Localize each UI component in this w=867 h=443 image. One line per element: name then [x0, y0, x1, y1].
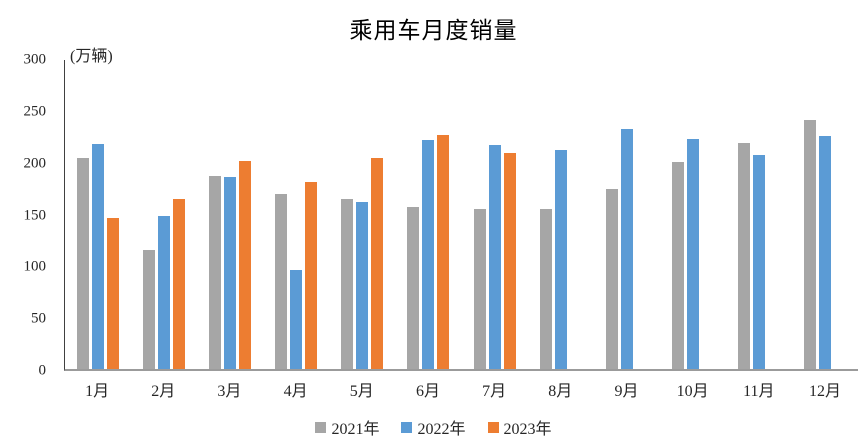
- bar-2022年-6月: [422, 140, 435, 369]
- bar-2022年-5月: [356, 201, 369, 369]
- y-axis-tick-label: 50: [31, 310, 46, 327]
- bar-group: [65, 60, 131, 369]
- bar-2023年-7月: [503, 152, 516, 369]
- bar-2021年-2月: [143, 250, 156, 369]
- bar-2022年-2月: [158, 215, 171, 369]
- bar-2022年-10月: [686, 139, 699, 369]
- bar-group: [726, 60, 792, 369]
- bar-group: [528, 60, 594, 369]
- bar-2022年-12月: [818, 135, 831, 369]
- bar-2021年-1月: [77, 158, 90, 369]
- x-axis-tick-label: 6月: [415, 383, 440, 400]
- bar-2022年-9月: [620, 128, 633, 369]
- legend-label: 2021年: [331, 421, 380, 438]
- bar-2021年-9月: [605, 188, 618, 369]
- x-axis-tick-label: 10月: [676, 383, 709, 400]
- bar-2022年-3月: [224, 177, 237, 369]
- bar-group: [263, 60, 329, 369]
- bar-group: [329, 60, 395, 369]
- bar-2023年-4月: [305, 182, 318, 369]
- x-axis: 1月 2月 3月 4月 5月 6月 7月 8月 9月 10月 11月 12月: [64, 377, 858, 401]
- legend-item-2021年: 2021年: [315, 415, 379, 439]
- legend-label: 2022年: [417, 421, 466, 438]
- legend-swatch-icon: [315, 421, 327, 433]
- x-axis-tick-label: 9月: [614, 383, 639, 400]
- bar-2021年-6月: [407, 207, 420, 369]
- y-axis-tick-label: 300: [23, 51, 47, 68]
- bar-group: [197, 60, 263, 369]
- bar-2022年-11月: [752, 155, 765, 369]
- y-axis-unit-label: (万辆): [70, 48, 113, 65]
- x-axis-tick-label: 8月: [548, 383, 573, 400]
- bar-group: [395, 60, 461, 369]
- y-axis: 0 50 100 150 200 250 300: [0, 0, 48, 443]
- x-axis-tick-label: 5月: [349, 383, 374, 400]
- bar-2021年-12月: [803, 119, 816, 369]
- bar-2021年-8月: [539, 209, 552, 369]
- bar-2021年-5月: [341, 199, 354, 369]
- bar-2021年-3月: [209, 175, 222, 369]
- y-axis-tick-label: 100: [23, 258, 47, 275]
- bar-group: [461, 60, 527, 369]
- y-axis-tick-label: 0: [38, 362, 47, 379]
- bar-2021年-11月: [737, 143, 750, 369]
- x-axis-tick-label: 3月: [217, 383, 242, 400]
- x-axis-tick-label: 4月: [283, 383, 308, 400]
- bar-2022年-4月: [290, 269, 303, 369]
- bar-2022年-7月: [488, 145, 501, 369]
- x-axis-tick-label: 1月: [85, 383, 110, 400]
- legend-item-2023年: 2023年: [487, 415, 552, 439]
- bar-2023年-6月: [437, 135, 450, 369]
- bar-2023年-1月: [107, 217, 120, 369]
- x-axis-tick-label: 2月: [151, 383, 176, 400]
- y-axis-tick-label: 200: [23, 155, 47, 172]
- legend-swatch-icon: [487, 421, 499, 433]
- bar-group: [792, 60, 858, 369]
- chart-title: 乘用车月度销量: [349, 18, 518, 43]
- x-axis-tick-label: 7月: [482, 383, 507, 400]
- bar-group: [131, 60, 197, 369]
- plot-area: [64, 60, 858, 371]
- legend: 2021年 2022年 2023年: [0, 415, 867, 439]
- y-axis-tick-label: 250: [23, 103, 47, 120]
- legend-label: 2023年: [503, 421, 552, 438]
- y-axis-tick-label: 150: [23, 207, 47, 223]
- bar-2021年-10月: [671, 162, 684, 369]
- bar-2023年-3月: [239, 161, 252, 369]
- bar-2022年-8月: [554, 150, 567, 369]
- legend-item-2022年: 2022年: [401, 415, 466, 439]
- bar-2023年-2月: [173, 198, 186, 369]
- bar-group: [594, 60, 660, 369]
- bar-2022年-1月: [92, 143, 105, 369]
- bar-group: [660, 60, 726, 369]
- bar-2021年-4月: [275, 193, 288, 369]
- legend-swatch-icon: [401, 421, 413, 433]
- bar-2021年-7月: [473, 209, 486, 369]
- x-axis-tick-label: 12月: [808, 383, 841, 400]
- x-axis-tick-label: 11月: [743, 383, 775, 400]
- bar-2023年-5月: [371, 157, 384, 369]
